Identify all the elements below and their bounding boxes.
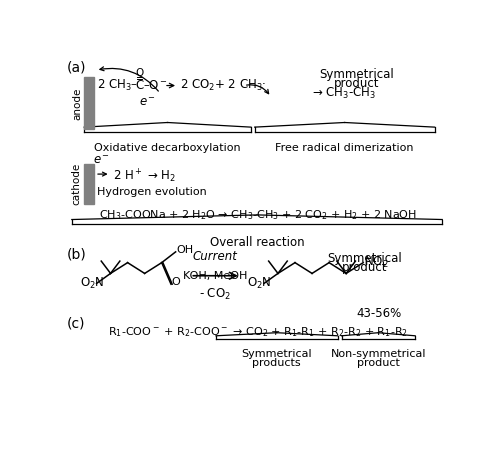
FancyArrowPatch shape bbox=[246, 85, 268, 94]
FancyArrowPatch shape bbox=[100, 67, 158, 91]
Text: - CO$_2$: - CO$_2$ bbox=[199, 287, 231, 303]
Text: cathode: cathode bbox=[72, 163, 82, 205]
FancyArrowPatch shape bbox=[167, 83, 174, 88]
Text: O: O bbox=[172, 277, 180, 287]
Text: 2 CH$_3$–: 2 CH$_3$– bbox=[98, 78, 138, 93]
Text: → CH$_3$-CH$_3$: → CH$_3$-CH$_3$ bbox=[312, 86, 376, 101]
FancyArrowPatch shape bbox=[193, 272, 236, 279]
Text: Free radical dimerization: Free radical dimerization bbox=[276, 144, 414, 153]
Text: NO$_2$: NO$_2$ bbox=[364, 255, 388, 270]
Text: Non-symmetrical: Non-symmetrical bbox=[330, 349, 426, 359]
Text: product: product bbox=[357, 358, 400, 368]
Text: R$_1$-COO$^-$ + R$_2$-COO$^-$ → CO$_2$ + R$_1$-R$_1$ + R$_2$-R$_2$ + R$_1$-R$_2$: R$_1$-COO$^-$ + R$_2$-COO$^-$ → CO$_2$ +… bbox=[108, 325, 408, 339]
Text: Symmetrical: Symmetrical bbox=[328, 252, 402, 265]
FancyArrowPatch shape bbox=[98, 172, 106, 176]
Text: product: product bbox=[342, 261, 388, 274]
Bar bbox=[84, 77, 94, 129]
Text: O$_2$N: O$_2$N bbox=[247, 276, 272, 291]
Text: Symmetrical: Symmetrical bbox=[320, 68, 394, 81]
Text: 2 H$^+$ → H$_2$: 2 H$^+$ → H$_2$ bbox=[113, 168, 176, 185]
Text: (a): (a) bbox=[66, 60, 86, 74]
Text: C: C bbox=[135, 79, 143, 92]
Text: e$^-$: e$^-$ bbox=[92, 154, 110, 167]
Text: products: products bbox=[252, 358, 301, 368]
Text: anode: anode bbox=[72, 88, 82, 120]
Text: Symmetrical: Symmetrical bbox=[242, 349, 312, 359]
Bar bbox=[84, 164, 94, 204]
Text: OH: OH bbox=[176, 244, 194, 255]
Text: 2 CO$_2$+ 2 CH$_3$·: 2 CO$_2$+ 2 CH$_3$· bbox=[180, 78, 266, 93]
Text: –O$^-$: –O$^-$ bbox=[143, 79, 168, 92]
Text: Oxidative decarboxylation: Oxidative decarboxylation bbox=[94, 144, 240, 153]
Text: Current: Current bbox=[192, 250, 238, 263]
Text: KOH, MeOH: KOH, MeOH bbox=[183, 271, 248, 281]
Text: Overall reaction: Overall reaction bbox=[210, 236, 304, 250]
Text: O$_2$N: O$_2$N bbox=[80, 276, 104, 291]
Text: e$^-$: e$^-$ bbox=[139, 96, 156, 109]
Text: product: product bbox=[334, 77, 380, 90]
Text: O: O bbox=[135, 68, 143, 78]
Text: CH$_3$-COONa + 2 H$_2$O → CH$_3$-CH$_3$ + 2 CO$_2$ + H$_2$ + 2 NaOH: CH$_3$-COONa + 2 H$_2$O → CH$_3$-CH$_3$ … bbox=[99, 208, 417, 222]
Text: (c): (c) bbox=[66, 317, 85, 331]
Text: Hydrogen evolution: Hydrogen evolution bbox=[96, 187, 206, 197]
Text: 43-56%: 43-56% bbox=[356, 307, 402, 319]
Text: (b): (b) bbox=[66, 247, 86, 261]
